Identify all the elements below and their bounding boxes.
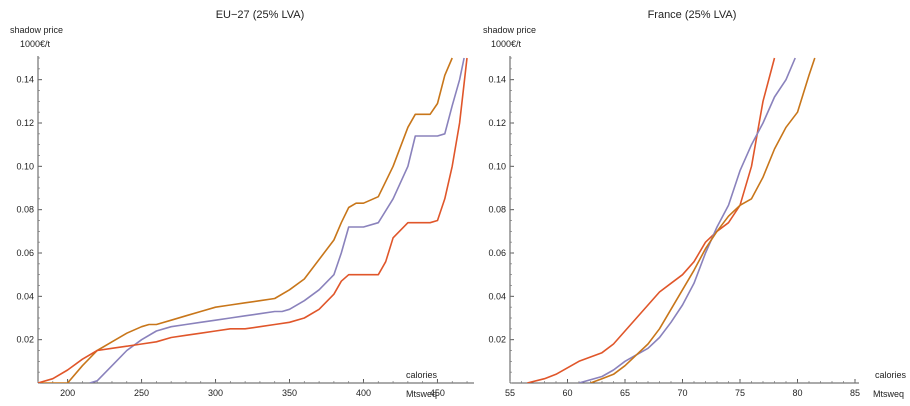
y-tick-label: 0.04: [16, 291, 34, 301]
x-tick-label: 55: [505, 388, 515, 398]
y-tick-label: 0.12: [16, 118, 34, 128]
y-tick-label: 0.02: [488, 335, 506, 345]
series-line-2: [38, 57, 468, 383]
chart-panel-eu27: EU−27 (25% LVA) shadow price 1000€/t cal…: [10, 9, 474, 399]
x-tick-label: 450: [430, 388, 445, 398]
series-line-2: [590, 57, 816, 383]
x-tick-label: 70: [677, 388, 687, 398]
chart-title: France (25% LVA): [648, 9, 737, 21]
x-tick-label: 60: [562, 388, 572, 398]
x-tick-label: 350: [282, 388, 297, 398]
y-tick-label: 0.06: [488, 248, 506, 258]
x-axis-label: calories: [875, 370, 907, 380]
x-axis-unit: Mtsweq: [873, 389, 904, 399]
x-tick-label: 75: [735, 388, 745, 398]
x-tick-label: 400: [356, 388, 371, 398]
y-tick-label: 0.08: [488, 205, 506, 215]
y-tick-label: 0.14: [16, 75, 34, 85]
series-line-0: [38, 57, 453, 383]
series-line-1: [578, 57, 796, 383]
x-tick-label: 300: [208, 388, 223, 398]
y-axis-unit: 1000€/t: [491, 39, 522, 49]
chart-panel-france: France (25% LVA) shadow price 1000€/t ca…: [483, 9, 907, 399]
y-tick-label: 0.04: [488, 291, 506, 301]
y-axis-label: shadow price: [483, 25, 536, 35]
y-tick-label: 0.06: [16, 248, 34, 258]
x-tick-label: 250: [134, 388, 149, 398]
y-tick-label: 0.10: [488, 161, 506, 171]
x-tick-label: 85: [850, 388, 860, 398]
y-tick-label: 0.10: [16, 161, 34, 171]
x-axis-label: calories: [406, 370, 438, 380]
x-axis-unit: Mtsweq: [406, 389, 437, 399]
y-axis-unit: 1000€/t: [20, 39, 51, 49]
series-line-0: [527, 57, 776, 383]
series-line-1: [89, 57, 465, 383]
chart-title: EU−27 (25% LVA): [216, 9, 305, 21]
y-tick-label: 0.12: [488, 118, 506, 128]
y-axis-label: shadow price: [10, 25, 63, 35]
x-tick-label: 200: [60, 388, 75, 398]
y-tick-label: 0.14: [488, 75, 506, 85]
y-tick-label: 0.08: [16, 205, 34, 215]
x-tick-label: 80: [792, 388, 802, 398]
x-tick-label: 65: [620, 388, 630, 398]
y-tick-label: 0.02: [16, 335, 34, 345]
